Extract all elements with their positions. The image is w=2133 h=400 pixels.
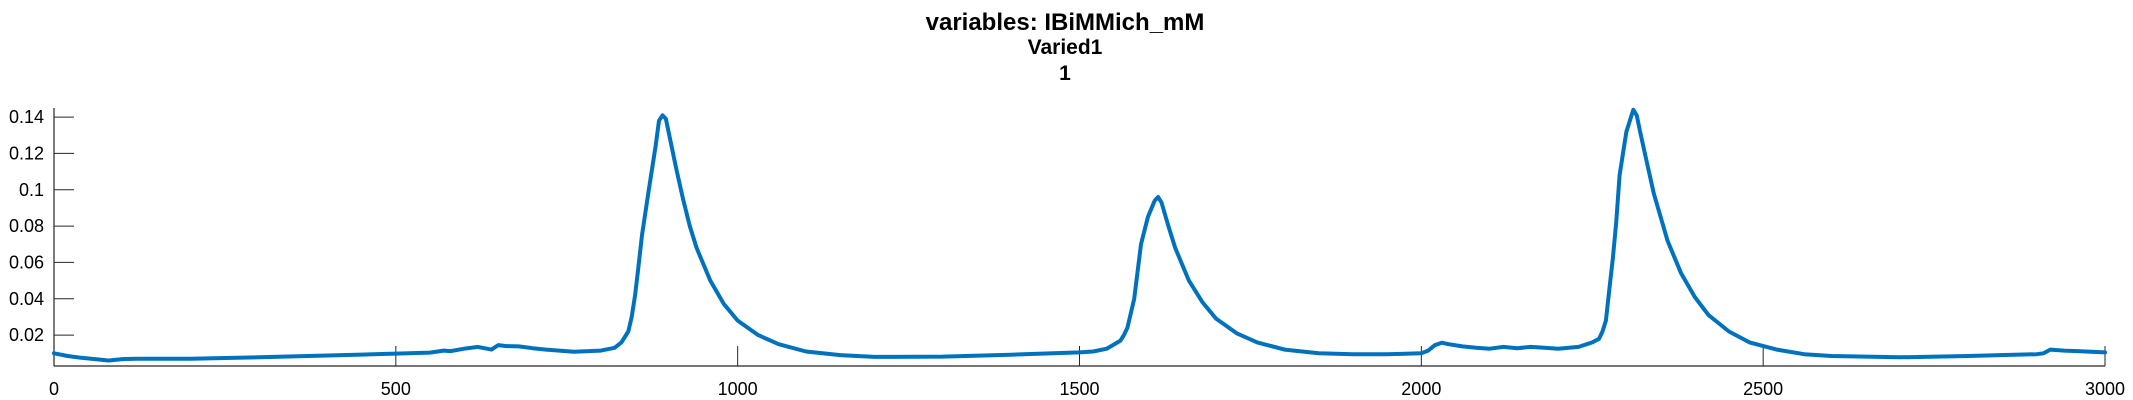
- y-tick-label: 0.06: [9, 252, 44, 272]
- series-layer: [52, 107, 2107, 363]
- y-tick-label: 0.04: [9, 289, 44, 309]
- x-tick-label: 3000: [2085, 379, 2125, 399]
- axes: 0 500 1000 1500 2000 2500 3000 0.02 0.04 0.06 0.08…: [9, 107, 2125, 399]
- chart-title-line-2: Varied1: [1028, 36, 1103, 59]
- x-tick-label: 2500: [1743, 379, 1783, 399]
- y-tick-label: 0.14: [9, 107, 44, 127]
- x-tick-label: 2000: [1401, 379, 1441, 399]
- y-tick-label: 0.1: [19, 180, 44, 200]
- y-tick-label: 0.08: [9, 216, 44, 236]
- x-tick-label: 0: [49, 379, 59, 399]
- x-tick-label: 500: [381, 379, 411, 399]
- chart-title-line-3: 1: [1059, 62, 1071, 85]
- y-tick-label: 0.12: [9, 143, 44, 163]
- y-tick-label: 0.02: [9, 325, 44, 345]
- x-tick-label: 1500: [1059, 379, 1099, 399]
- chart-title-line-1: variables: IBiMMich_mM: [926, 9, 1205, 36]
- x-tick-label: 1000: [718, 379, 758, 399]
- chart-title: variables: IBiMMich_mM Varied1 1: [926, 9, 1205, 85]
- series-line: [52, 107, 2107, 363]
